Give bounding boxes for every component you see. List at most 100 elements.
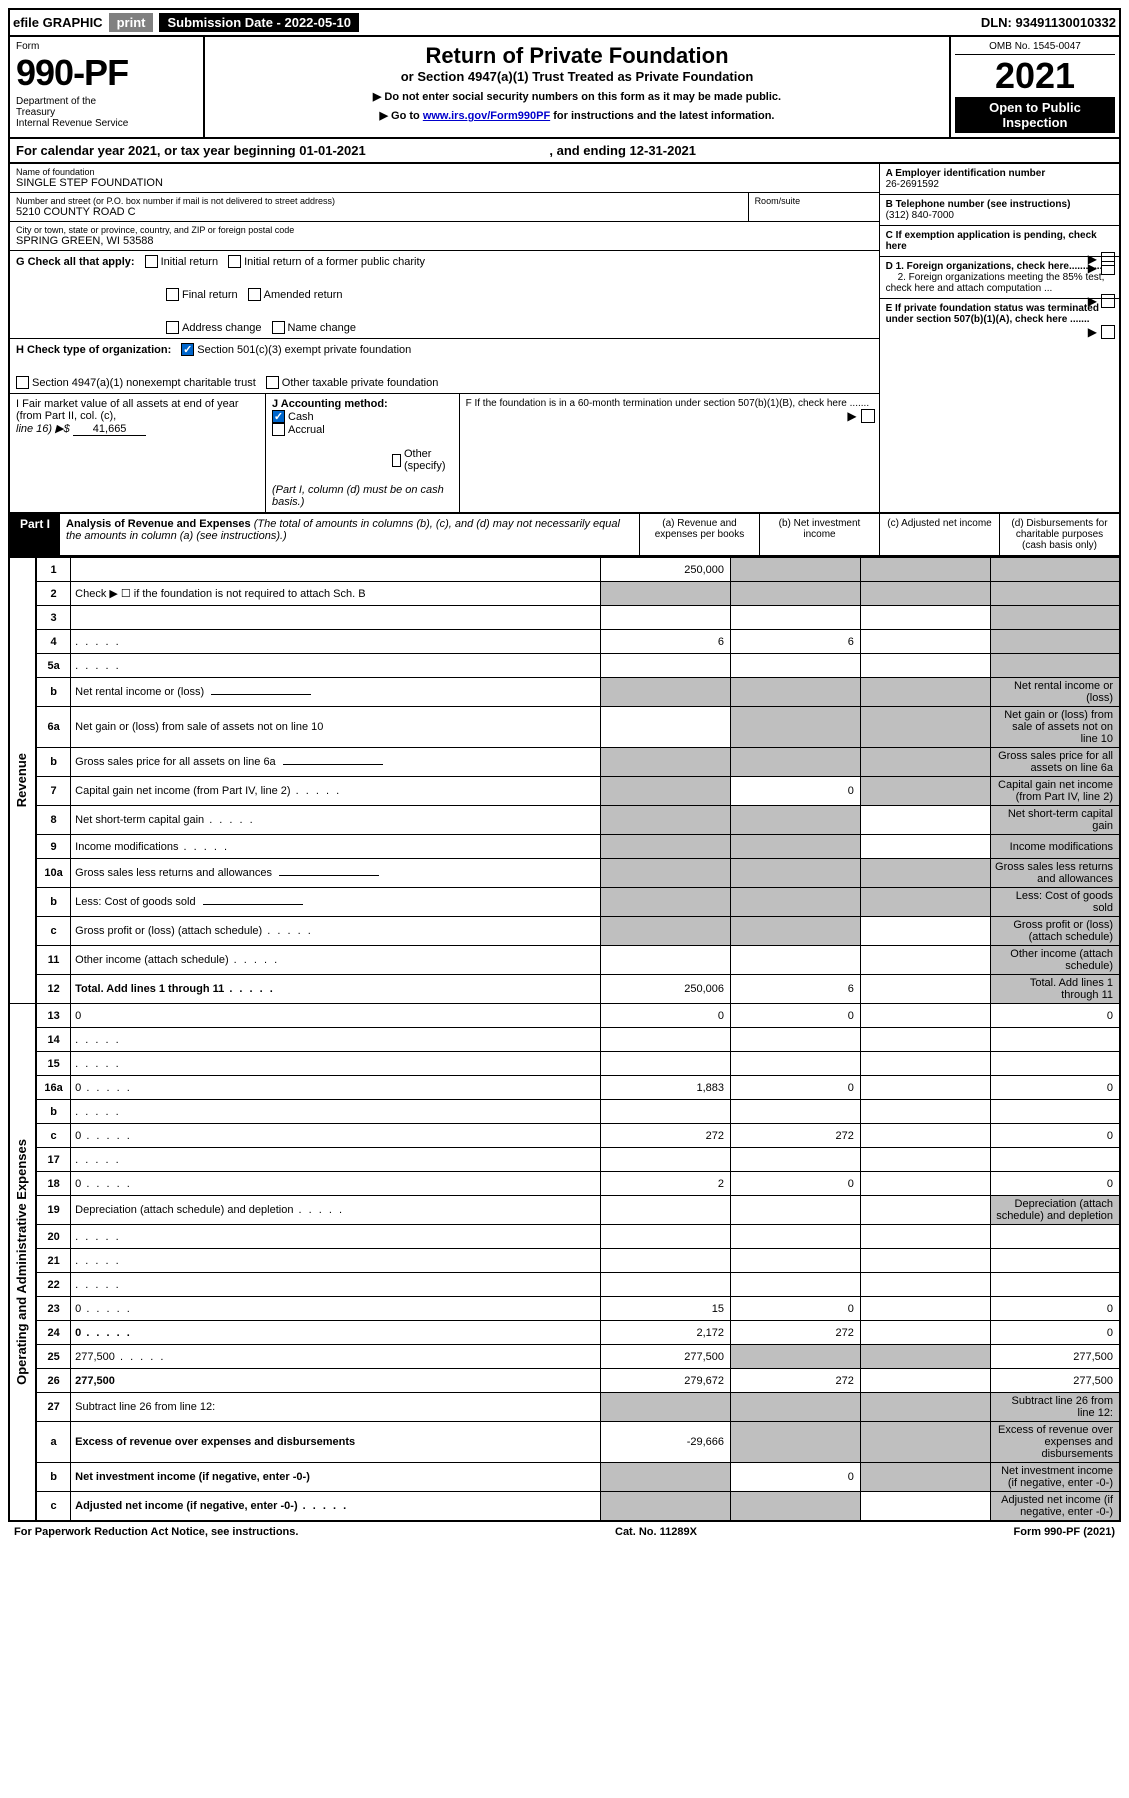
g-check-row: G Check all that apply: Initial return I…: [10, 251, 879, 339]
line-number: c: [36, 1492, 71, 1522]
amt-b: [731, 1249, 861, 1273]
amt-b: [731, 1225, 861, 1249]
amt-a: [601, 777, 731, 806]
amt-c: [860, 748, 990, 777]
cal-year-begin: For calendar year 2021, or tax year begi…: [16, 143, 366, 158]
checkbox-addr-change[interactable]: [166, 321, 179, 334]
form-title: Return of Private Foundation: [211, 43, 943, 69]
checkbox-amended[interactable]: [248, 288, 261, 301]
line-desc: Check ▶ ☐ if the foundation is not requi…: [71, 582, 601, 606]
line-desc: 0: [71, 1124, 601, 1148]
c-label: C If exemption application is pending, c…: [886, 230, 1097, 252]
amt-c: [860, 1196, 990, 1225]
amt-d: Subtract line 26 from line 12:: [990, 1393, 1120, 1422]
table-row: 21: [9, 1249, 1120, 1273]
amt-a: 2: [601, 1172, 731, 1196]
checkbox-initial-return[interactable]: [145, 255, 158, 268]
col-a-header: (a) Revenue and expenses per books: [639, 514, 759, 555]
amt-d: [990, 1148, 1120, 1172]
amt-c: [860, 707, 990, 748]
line-number: 23: [36, 1297, 71, 1321]
amt-c: [860, 1492, 990, 1522]
amt-a: [601, 888, 731, 917]
analysis-table: Revenue1250,0002Check ▶ ☐ if the foundat…: [8, 557, 1121, 1522]
checkbox-cash[interactable]: [272, 410, 285, 423]
omb-number: OMB No. 1545-0047: [955, 41, 1115, 55]
checkbox-4947[interactable]: [16, 376, 29, 389]
checkbox-other-method[interactable]: [392, 454, 401, 467]
room-label: Room/suite: [755, 196, 801, 206]
amt-b: 0: [731, 1076, 861, 1100]
amt-a: [601, 1225, 731, 1249]
amt-d: Net investment income (if negative, ente…: [990, 1463, 1120, 1492]
col-c-header: (c) Adjusted net income: [879, 514, 999, 555]
table-row: 26277,500279,672272277,500: [9, 1369, 1120, 1393]
amt-b: [731, 707, 861, 748]
checkbox-d1[interactable]: [1101, 261, 1115, 275]
amt-b: 6: [731, 975, 861, 1004]
line-number: 4: [36, 630, 71, 654]
i-section: I Fair market value of all assets at end…: [10, 394, 265, 512]
line-desc: Excess of revenue over expenses and disb…: [71, 1422, 601, 1463]
checkbox-f[interactable]: [861, 409, 875, 423]
amt-d: Income modifications: [990, 835, 1120, 859]
irs-link[interactable]: www.irs.gov/Form990PF: [423, 110, 550, 122]
checkbox-initial-former[interactable]: [228, 255, 241, 268]
line-number: 7: [36, 777, 71, 806]
checkbox-e[interactable]: [1101, 325, 1115, 339]
d1-label: D 1. Foreign organizations, check here..…: [886, 261, 1103, 272]
form-subtitle: or Section 4947(a)(1) Trust Treated as P…: [211, 69, 943, 84]
checkbox-final-return[interactable]: [166, 288, 179, 301]
print-button[interactable]: print: [109, 13, 154, 32]
amt-c: [860, 1076, 990, 1100]
amt-b: 0: [731, 1004, 861, 1028]
table-row: bNet investment income (if negative, ent…: [9, 1463, 1120, 1492]
checkbox-501c3[interactable]: [181, 343, 194, 356]
amt-d: 0: [990, 1321, 1120, 1345]
h-check-row: H Check type of organization: Section 50…: [10, 339, 879, 394]
amt-d: 0: [990, 1004, 1120, 1028]
table-row: aExcess of revenue over expenses and dis…: [9, 1422, 1120, 1463]
table-row: bGross sales price for all assets on lin…: [9, 748, 1120, 777]
amt-c: [860, 1273, 990, 1297]
amt-b: [731, 654, 861, 678]
footer-right: Form 990-PF (2021): [1014, 1526, 1116, 1538]
amt-b: 272: [731, 1369, 861, 1393]
amt-b: [731, 835, 861, 859]
amt-b: 6: [731, 630, 861, 654]
amt-d: [990, 1249, 1120, 1273]
amt-c: [860, 1100, 990, 1124]
amt-d: [990, 606, 1120, 630]
amt-c: [860, 835, 990, 859]
amt-b: [731, 1196, 861, 1225]
checkbox-accrual[interactable]: [272, 423, 285, 436]
line-number: 6a: [36, 707, 71, 748]
amt-c: [860, 1422, 990, 1463]
amt-b: 0: [731, 1172, 861, 1196]
table-row: cGross profit or (loss) (attach schedule…: [9, 917, 1120, 946]
line-number: c: [36, 917, 71, 946]
line-desc: Adjusted net income (if negative, enter …: [71, 1492, 601, 1522]
amt-b: [731, 1100, 861, 1124]
checkbox-other-taxable[interactable]: [266, 376, 279, 389]
amt-c: [860, 606, 990, 630]
checkbox-name-change[interactable]: [272, 321, 285, 334]
amt-b: 272: [731, 1321, 861, 1345]
amt-a: 6: [601, 630, 731, 654]
foundation-city: SPRING GREEN, WI 53588: [16, 235, 873, 247]
amt-d: 0: [990, 1172, 1120, 1196]
amt-c: [860, 630, 990, 654]
line-desc: 0: [71, 1172, 601, 1196]
amt-d: Net gain or (loss) from sale of assets n…: [990, 707, 1120, 748]
amt-c: [860, 888, 990, 917]
line-number: 9: [36, 835, 71, 859]
city-label: City or town, state or province, country…: [16, 225, 873, 235]
table-row: 11Other income (attach schedule)Other in…: [9, 946, 1120, 975]
table-row: 8Net short-term capital gainNet short-te…: [9, 806, 1120, 835]
revenue-side-label: Revenue: [14, 753, 29, 807]
amt-b: [731, 859, 861, 888]
line-desc: 0: [71, 1076, 601, 1100]
line-number: 27: [36, 1393, 71, 1422]
page-footer: For Paperwork Reduction Act Notice, see …: [8, 1522, 1121, 1542]
ein-value: 26-2691592: [886, 179, 939, 190]
